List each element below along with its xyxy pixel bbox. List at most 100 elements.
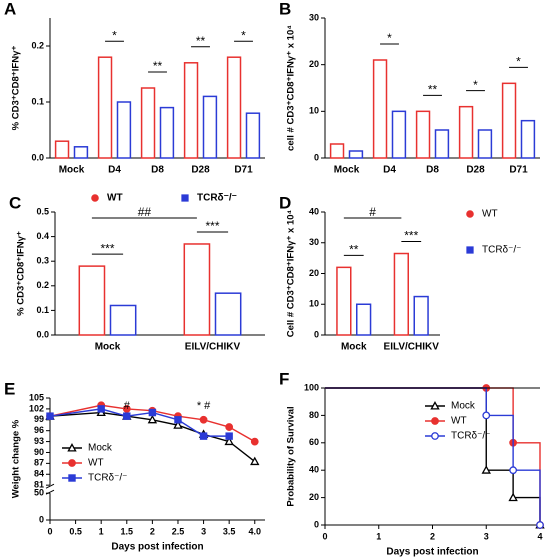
x-tick-label: 1	[376, 531, 381, 541]
bar	[477, 129, 493, 159]
data-point	[199, 432, 208, 440]
y-axis-label: Weight change %	[11, 419, 22, 498]
bar	[78, 265, 106, 336]
x-tick-label: 2.5	[172, 526, 185, 536]
bar	[73, 146, 89, 159]
bar	[329, 143, 345, 159]
bar	[245, 112, 261, 159]
panel-label: B	[279, 0, 291, 18]
y-tick-label: 87	[34, 458, 44, 468]
data-point	[481, 465, 491, 474]
bar	[391, 110, 407, 159]
data-point	[250, 437, 259, 446]
bar	[413, 295, 429, 336]
y-tick-label: 102	[29, 403, 44, 413]
x-tick-label: 0	[322, 531, 327, 541]
bar	[159, 106, 175, 159]
y-tick-label: 0	[314, 329, 319, 339]
y-tick-label: 40	[309, 465, 319, 475]
y-tick-label: 20	[309, 492, 319, 502]
legend-marker	[68, 459, 76, 467]
y-tick-label: 50	[34, 488, 44, 498]
axis-break	[45, 483, 55, 489]
annotation: ***	[205, 219, 219, 233]
y-tick-label: 84	[34, 469, 44, 479]
panel-label: C	[9, 193, 21, 212]
bar	[348, 150, 364, 159]
bar	[214, 292, 242, 336]
legend-label: Mock	[451, 401, 476, 412]
series-line	[49, 404, 256, 443]
y-tick-label: 30	[309, 12, 319, 22]
bar	[54, 140, 70, 159]
annotation: **	[153, 59, 163, 73]
x-tick-label: 2	[150, 526, 155, 536]
x-tick-label: 1	[99, 526, 104, 536]
y-tick-label: 0.0	[36, 329, 49, 339]
y-tick-label: 10	[309, 106, 319, 116]
bar	[415, 110, 431, 159]
annotation: ##	[138, 205, 152, 219]
y-tick-label: 0.3	[36, 256, 49, 266]
legend-marker	[431, 417, 439, 425]
legend-label: WT	[107, 193, 123, 204]
data-point	[224, 436, 234, 446]
data-point	[148, 408, 157, 417]
x-axis-label: Days post infection	[111, 542, 203, 553]
annotation: *	[112, 28, 117, 42]
panel-label: E	[4, 379, 15, 398]
bar	[393, 252, 410, 336]
y-tick-label: 80	[309, 410, 319, 420]
y-tick-label: 96	[34, 425, 44, 435]
x-tick-label: D28	[191, 165, 210, 176]
bar	[109, 304, 137, 336]
annotation: **	[349, 243, 359, 257]
y-tick-label: 90	[34, 447, 44, 457]
legend-label: WT	[482, 209, 498, 220]
y-tick-label: 81	[34, 480, 44, 490]
bar	[458, 105, 474, 159]
y-tick-label: 0.4	[36, 231, 49, 241]
y-tick-label: 60	[309, 437, 319, 447]
bar	[434, 129, 450, 159]
bar	[226, 56, 242, 159]
x-tick-label: 4	[537, 531, 542, 541]
x-tick-label: 3.5	[223, 526, 236, 536]
annotation: ***	[404, 229, 418, 243]
data-point	[482, 411, 491, 420]
panel-label: A	[4, 0, 16, 18]
panel-label: D	[279, 193, 291, 212]
data-point	[147, 414, 158, 424]
x-tick-label: D28	[466, 165, 485, 176]
x-tick-label: 4.0	[249, 526, 262, 536]
legend-label: WT	[88, 458, 104, 469]
y-tick-label: 105	[29, 392, 44, 402]
data-point	[225, 432, 233, 440]
y-tick-label: 0.2	[31, 40, 44, 50]
y-axis-label: Cell # CD3⁺CD8⁺IFNγ⁺ x 10⁴	[286, 209, 297, 337]
x-tick-label: D4	[383, 165, 396, 176]
y-tick-label: 20	[309, 268, 319, 278]
y-axis-label: cell # CD3⁺CD8⁺IFNγ⁺ x 10⁴	[286, 25, 297, 151]
bar	[372, 59, 388, 159]
data-point	[225, 423, 234, 431]
data-point	[199, 415, 208, 424]
x-tick-label: EILV/CHIKV	[185, 342, 241, 353]
y-tick-label: 20	[309, 59, 319, 69]
data-point	[536, 521, 544, 529]
x-tick-label: Mock	[95, 342, 121, 353]
bar	[520, 119, 536, 159]
annotation: *	[473, 78, 478, 92]
y-tick-label: 0	[39, 514, 44, 524]
legend-marker	[431, 432, 439, 440]
x-tick-label: Mock	[59, 165, 85, 176]
y-tick-label: 40	[309, 206, 319, 216]
x-tick-label: D71	[234, 165, 253, 176]
legend-marker	[466, 210, 474, 218]
y-axis-label: Probability of Survival	[286, 406, 297, 506]
annotation: **	[196, 34, 206, 48]
legend-marker	[91, 194, 99, 202]
y-tick-label: 0	[314, 152, 319, 162]
x-tick-label: Mock	[341, 342, 367, 353]
